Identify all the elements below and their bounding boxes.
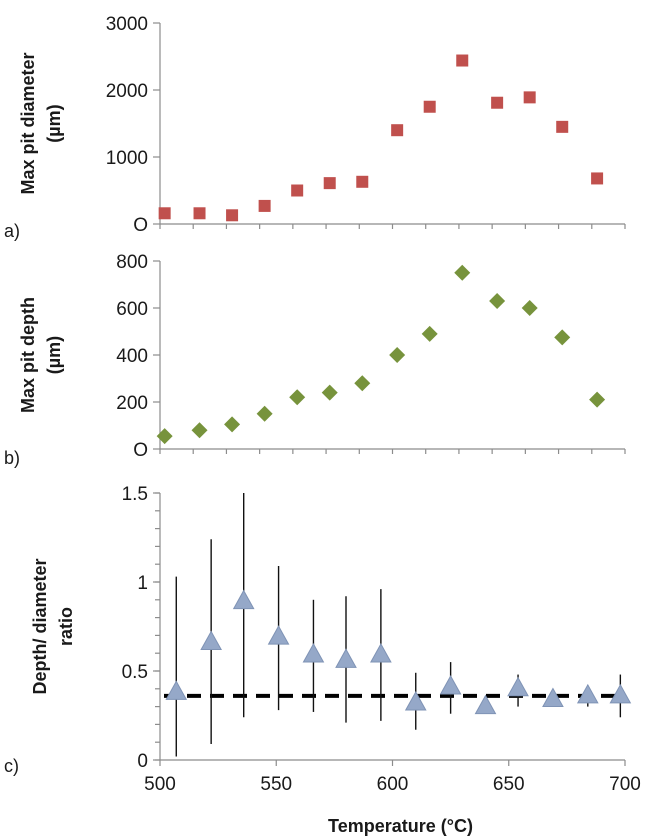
data-point [576, 683, 599, 704]
x-tick-label: 700 [609, 774, 641, 795]
data-point [165, 680, 188, 700]
data-point [354, 375, 371, 392]
data-point [291, 184, 304, 197]
x-axis-title: Temperature (°C) [328, 816, 473, 836]
y-tick-label: 2000 [106, 81, 148, 102]
data-point [521, 300, 538, 316]
data-point [556, 120, 569, 133]
data-point [224, 416, 241, 433]
y-tick-label: 800 [116, 252, 148, 273]
data-point [542, 687, 564, 707]
data-point [258, 199, 271, 212]
data-point [323, 177, 336, 190]
y-axis-title: (µm) [44, 336, 64, 374]
x-tick-label: 650 [493, 774, 525, 795]
data-point [267, 625, 290, 645]
y-axis-title: Max pit depth [18, 297, 38, 413]
data-point [370, 642, 392, 663]
data-point [256, 405, 273, 422]
data-point [554, 329, 571, 346]
data-point [404, 691, 427, 711]
panel-label: c) [4, 756, 19, 776]
y-tick-label: 1.5 [122, 484, 148, 505]
data-point [474, 694, 497, 715]
data-point [389, 347, 406, 363]
data-point [456, 54, 469, 67]
y-tick-label: 3000 [106, 14, 148, 35]
data-point [507, 676, 529, 697]
panel-label: a) [4, 221, 20, 241]
y-tick-label: 1000 [106, 148, 148, 169]
data-point [200, 630, 222, 651]
data-point [289, 389, 306, 406]
panel-2: O 200 400 600 800 Max pit depth (µm) b) [4, 252, 626, 468]
y-tick-label: 0.5 [122, 662, 148, 683]
y-tick-label: O [133, 440, 148, 461]
data-point [523, 91, 536, 104]
panel-label: b) [4, 448, 20, 468]
data-point [356, 175, 369, 188]
data-point [489, 292, 506, 309]
data-point [232, 589, 255, 610]
data-point [226, 209, 239, 222]
panel-3: 0 0.5 1 1.5 500 550 600 650 700 Depth/ diameter ra… [4, 484, 641, 836]
data-point [609, 683, 632, 704]
y-axis-title: Depth/ diameter [30, 558, 50, 694]
data-point [591, 172, 604, 185]
data-point [454, 264, 471, 281]
y-axis-title: ratio [56, 607, 76, 646]
data-point [191, 422, 208, 439]
data-point [193, 207, 206, 220]
data-point [335, 648, 357, 668]
x-tick-label: 600 [377, 774, 409, 795]
y-tick-label: 400 [116, 346, 148, 367]
x-tick-label: 500 [144, 774, 176, 795]
y-tick-label: O [133, 215, 148, 236]
y-tick-label: 600 [116, 299, 148, 320]
data-point [439, 674, 462, 695]
y-tick-label: 0 [137, 751, 148, 772]
panel-1: O 1000 2000 3000 Max pit diameter (µm) a) [4, 14, 626, 241]
y-axis-title: Max pit diameter [18, 52, 38, 194]
data-point [491, 96, 504, 109]
x-tick-label: 550 [260, 774, 292, 795]
data-point [158, 207, 171, 220]
data-point [321, 384, 338, 401]
y-tick-label: 1 [137, 573, 148, 594]
data-point [302, 642, 325, 663]
data-point [156, 428, 173, 445]
data-point [589, 391, 606, 408]
data-point [421, 325, 438, 342]
data-point [391, 124, 404, 137]
y-tick-label: 200 [116, 393, 148, 414]
y-axis-title: (µm) [44, 104, 64, 142]
data-point [423, 100, 436, 113]
